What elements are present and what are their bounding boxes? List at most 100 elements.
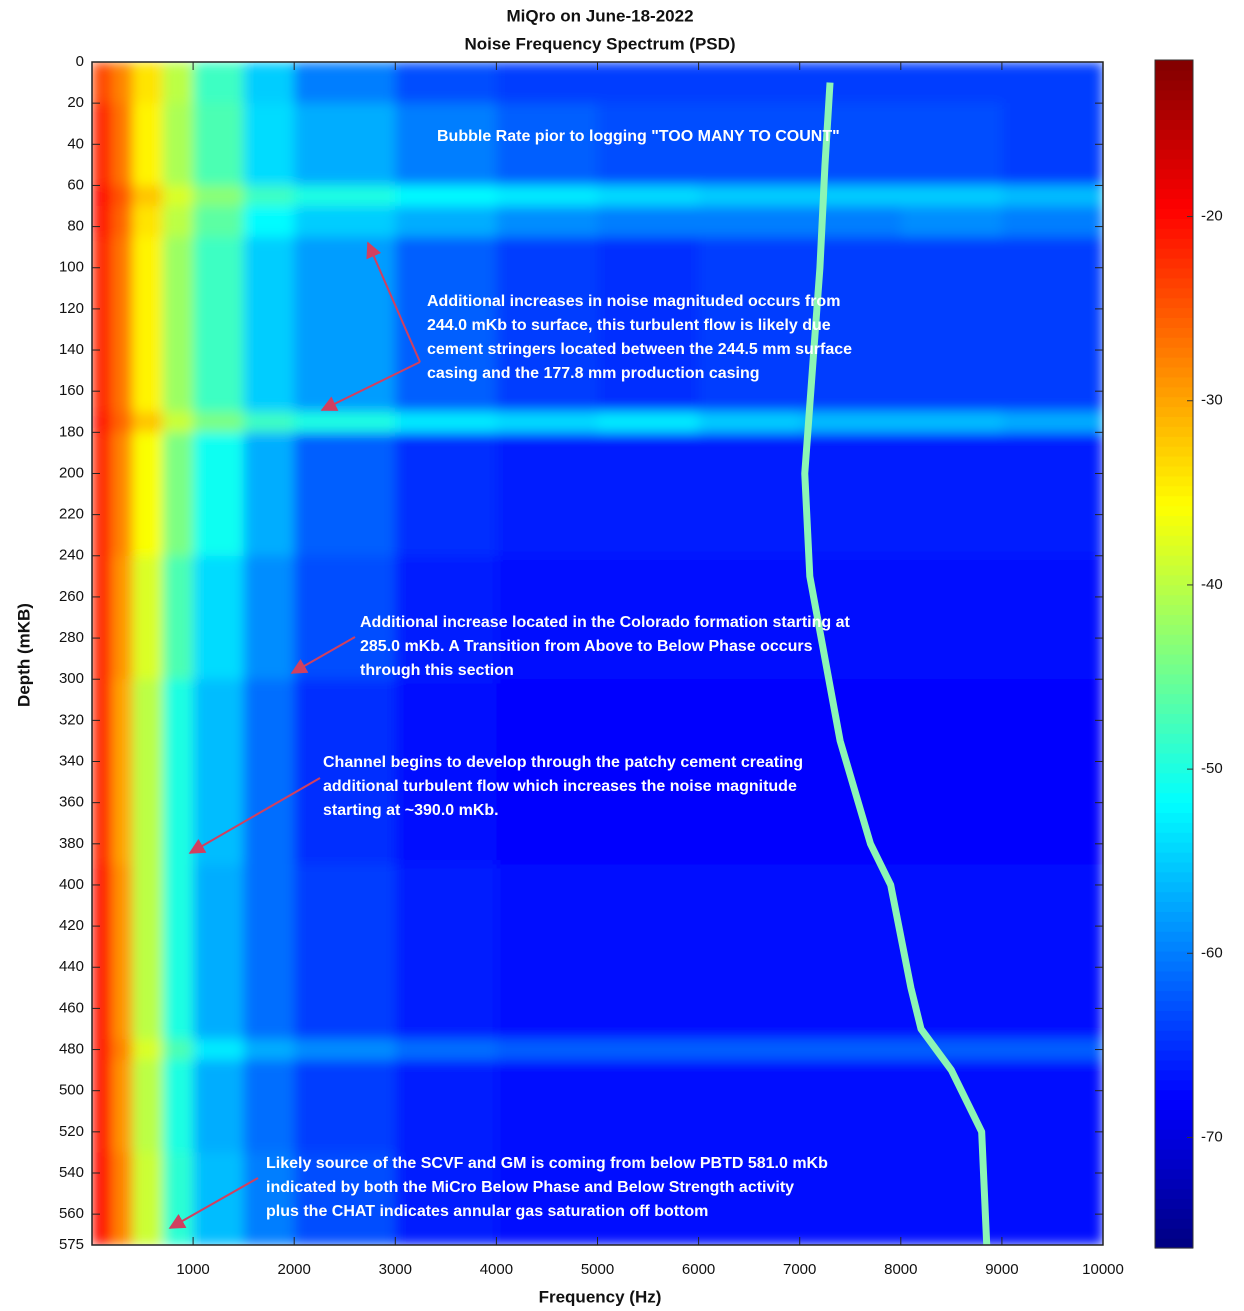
heat-cell xyxy=(294,555,396,680)
colorbar-segment xyxy=(1155,614,1193,625)
heat-cell xyxy=(698,103,801,186)
colorbar-segment xyxy=(1155,1099,1193,1110)
heat-cell xyxy=(112,62,133,104)
heat-cell xyxy=(597,185,700,207)
colorbar-segment xyxy=(1155,337,1193,348)
colorbar-segment xyxy=(1155,317,1193,328)
colorbar-segment xyxy=(1155,1069,1193,1081)
heat-cell xyxy=(112,185,133,207)
heat-cell xyxy=(112,864,133,1040)
heat-cell xyxy=(395,236,497,413)
heat-cell xyxy=(193,1059,245,1153)
heat-cell xyxy=(243,411,295,433)
heat-cell xyxy=(799,411,902,433)
heat-cell xyxy=(597,1152,700,1245)
heat-cell xyxy=(112,1039,133,1061)
heat-cell xyxy=(193,236,245,413)
colorbar-segment xyxy=(1155,248,1193,259)
colorbar-segment xyxy=(1155,574,1193,586)
y-tick-label: 400 xyxy=(59,876,84,893)
annotation: indicated by both the MiCro Below Phase … xyxy=(266,1179,794,1196)
colorbar-segment xyxy=(1155,159,1193,170)
y-tick-label: 380 xyxy=(59,835,84,852)
colorbar-segment xyxy=(1155,258,1193,269)
heat-cell xyxy=(1001,103,1103,186)
y-tick-label: 200 xyxy=(59,464,84,481)
colorbar-tick-label: -40 xyxy=(1201,576,1223,593)
heat-cell xyxy=(799,62,902,104)
colorbar-segment xyxy=(1155,396,1193,408)
colorbar-frame xyxy=(1154,59,1194,1249)
heat-cell xyxy=(162,1059,194,1153)
heat-cell xyxy=(193,555,245,680)
y-tick-label: 240 xyxy=(59,547,84,564)
colorbar-segment xyxy=(1155,852,1193,863)
heat-cell xyxy=(193,864,245,1040)
heat-cell xyxy=(799,864,902,1040)
y-tick-label: 440 xyxy=(59,958,84,975)
heat-cell xyxy=(698,185,801,207)
colorbar-segment xyxy=(1155,584,1193,596)
colorbar-segment xyxy=(1155,634,1193,645)
colorbar-segment xyxy=(1155,99,1193,111)
colorbar-segment xyxy=(1155,178,1193,190)
y-tick-label: 320 xyxy=(59,711,84,728)
heat-cell xyxy=(92,103,113,186)
colorbar-segment xyxy=(1155,347,1193,358)
colorbar-segment xyxy=(1155,1119,1193,1130)
y-tick-label: 360 xyxy=(59,794,84,811)
annotation: Channel begins to develop through the pa… xyxy=(323,754,803,771)
heat-cell xyxy=(395,1152,497,1245)
colorbar-segment xyxy=(1155,1000,1193,1011)
heat-cell xyxy=(162,103,194,186)
heat-cell xyxy=(162,236,194,413)
colorbar-segment xyxy=(1155,525,1193,536)
colorbar-segment xyxy=(1155,911,1193,922)
heat-cell xyxy=(92,679,113,865)
y-tick-label: 300 xyxy=(59,670,84,687)
colorbar-segment xyxy=(1155,1168,1193,1180)
heat-cell xyxy=(132,103,164,186)
colorbar-tick-label: -30 xyxy=(1201,392,1223,409)
annotation-arrow xyxy=(188,777,321,854)
heat-cell xyxy=(294,411,396,433)
heat-cell xyxy=(900,236,1003,413)
heat-cell xyxy=(92,185,113,207)
colorbar-segment xyxy=(1155,89,1193,101)
heat-cell xyxy=(92,236,113,413)
heat-cell xyxy=(900,62,1003,104)
heat-cell xyxy=(395,185,497,207)
y-tick-label: 560 xyxy=(59,1205,84,1222)
heat-cell xyxy=(243,555,295,680)
heat-cell xyxy=(698,864,801,1040)
colorbar-segment xyxy=(1155,683,1193,695)
heat-cell xyxy=(92,62,113,104)
colorbar-segment xyxy=(1155,277,1193,289)
heat-cell xyxy=(698,555,801,680)
colorbar-segment xyxy=(1155,129,1193,140)
heat-cell xyxy=(597,1059,700,1153)
heat-cell xyxy=(243,864,295,1040)
heat-cell xyxy=(162,1152,194,1245)
heat-cell xyxy=(92,411,113,433)
colorbar-segment xyxy=(1155,654,1193,665)
y-tick-label: 460 xyxy=(59,999,84,1016)
colorbar-segment xyxy=(1155,456,1193,467)
colorbar-segment xyxy=(1155,376,1193,388)
heat-cell xyxy=(193,185,245,207)
colorbar-tick-label: -20 xyxy=(1201,208,1223,225)
colorbar-segment xyxy=(1155,406,1193,417)
x-tick-label: 7000 xyxy=(783,1261,816,1278)
heat-cell xyxy=(162,62,194,104)
heat-cell xyxy=(294,236,396,413)
annotation: Likely source of the SCVF and GM is comi… xyxy=(266,1155,828,1172)
heat-cell xyxy=(294,185,396,207)
y-tick-label: 140 xyxy=(59,341,84,358)
colorbar-segment xyxy=(1155,1109,1193,1120)
heat-cell xyxy=(193,679,245,865)
heat-cell xyxy=(496,432,598,557)
heat-cell xyxy=(1001,864,1103,1040)
heat-cell xyxy=(1001,206,1103,238)
colorbar-segment xyxy=(1155,475,1193,487)
chart-title: Noise Frequency Spectrum (PSD) xyxy=(464,34,735,53)
